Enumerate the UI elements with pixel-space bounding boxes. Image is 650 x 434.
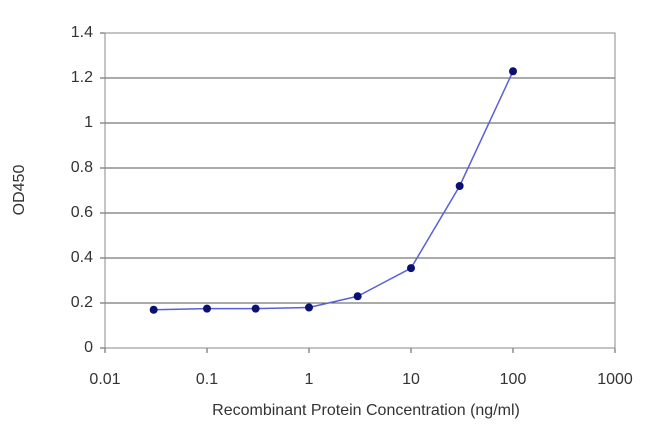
x-tick-label: 0.01 [89,371,120,388]
data-point [407,264,415,273]
data-point [455,182,464,190]
data-point [353,292,362,301]
x-tick-label: 0.1 [196,371,218,388]
x-tick-label: 100 [500,371,527,388]
data-point [305,303,313,312]
data-line [153,70,514,311]
y-axis-label: OD450 [11,165,28,216]
y-tick-label: 0.2 [71,294,93,311]
y-tick-label: 0 [84,339,93,356]
x-tick-label: 1 [305,371,314,388]
data-point [149,305,158,314]
data-point [509,67,517,76]
y-tick-label: 1.2 [71,69,93,86]
x-tick-label: 1000 [597,371,633,388]
y-tick-label: 1 [84,114,93,131]
y-tick-label: 0.4 [71,249,93,266]
y-tick-label: 1.4 [71,24,93,41]
data-point [203,304,211,313]
x-axis-label: Recombinant Protein Concentration (ng/ml… [212,402,520,419]
y-tick-label: 0.8 [71,159,93,176]
y-tick-label: 0.6 [71,204,93,221]
x-tick-label: 10 [402,371,420,388]
plot-frame [104,32,616,349]
data-point [251,304,260,313]
